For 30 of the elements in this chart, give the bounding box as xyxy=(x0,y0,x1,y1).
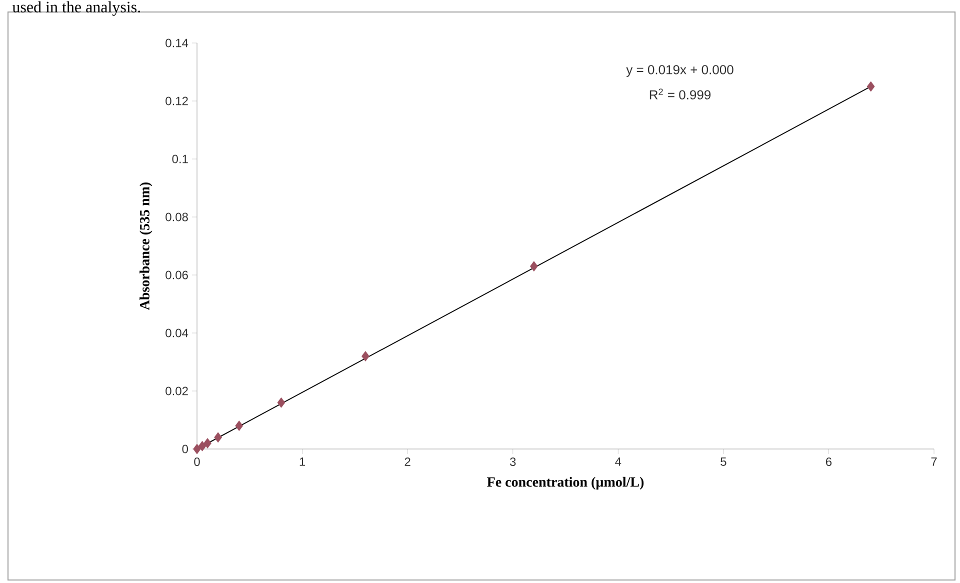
y-tick-label: 0.12 xyxy=(166,96,188,106)
point xyxy=(198,440,206,452)
y-tick-label: 0 xyxy=(182,444,188,454)
x-tick-label: 1 xyxy=(300,458,306,466)
x-tick-label: 6 xyxy=(826,458,832,466)
annotation: R$^{2}$ = 0.999 xyxy=(650,88,711,100)
x-tick-label: 0 xyxy=(194,458,200,466)
y-axis-title: Absorbance (535 nm) xyxy=(140,182,152,310)
y-tick-label: 0.02 xyxy=(166,386,188,396)
y-tick-label: 0.1 xyxy=(172,154,188,164)
point xyxy=(866,81,875,92)
y-tick-label: 0.08 xyxy=(166,212,188,222)
annotation: y = 0.019x + 0.000 xyxy=(626,65,734,77)
point xyxy=(530,261,538,272)
point xyxy=(362,350,370,362)
x-tick-label: 7 xyxy=(931,458,937,466)
x-axis-title: Fe concentration (µmol/L) xyxy=(487,476,644,490)
point xyxy=(235,420,244,431)
point xyxy=(193,444,201,454)
point xyxy=(204,438,212,448)
x-tick-label: 4 xyxy=(615,458,622,466)
x-tick-label: 3 xyxy=(510,458,516,466)
x-tick-label: 5 xyxy=(720,458,726,466)
point xyxy=(214,432,222,443)
y-tick-label: 0.06 xyxy=(166,270,188,280)
y-tick-label: 0.14 xyxy=(166,38,188,48)
text: used in the analysis. xyxy=(12,1,140,16)
point xyxy=(277,397,286,408)
x-tick-label: 2 xyxy=(404,458,410,466)
y-tick-label: 0.04 xyxy=(166,328,188,338)
